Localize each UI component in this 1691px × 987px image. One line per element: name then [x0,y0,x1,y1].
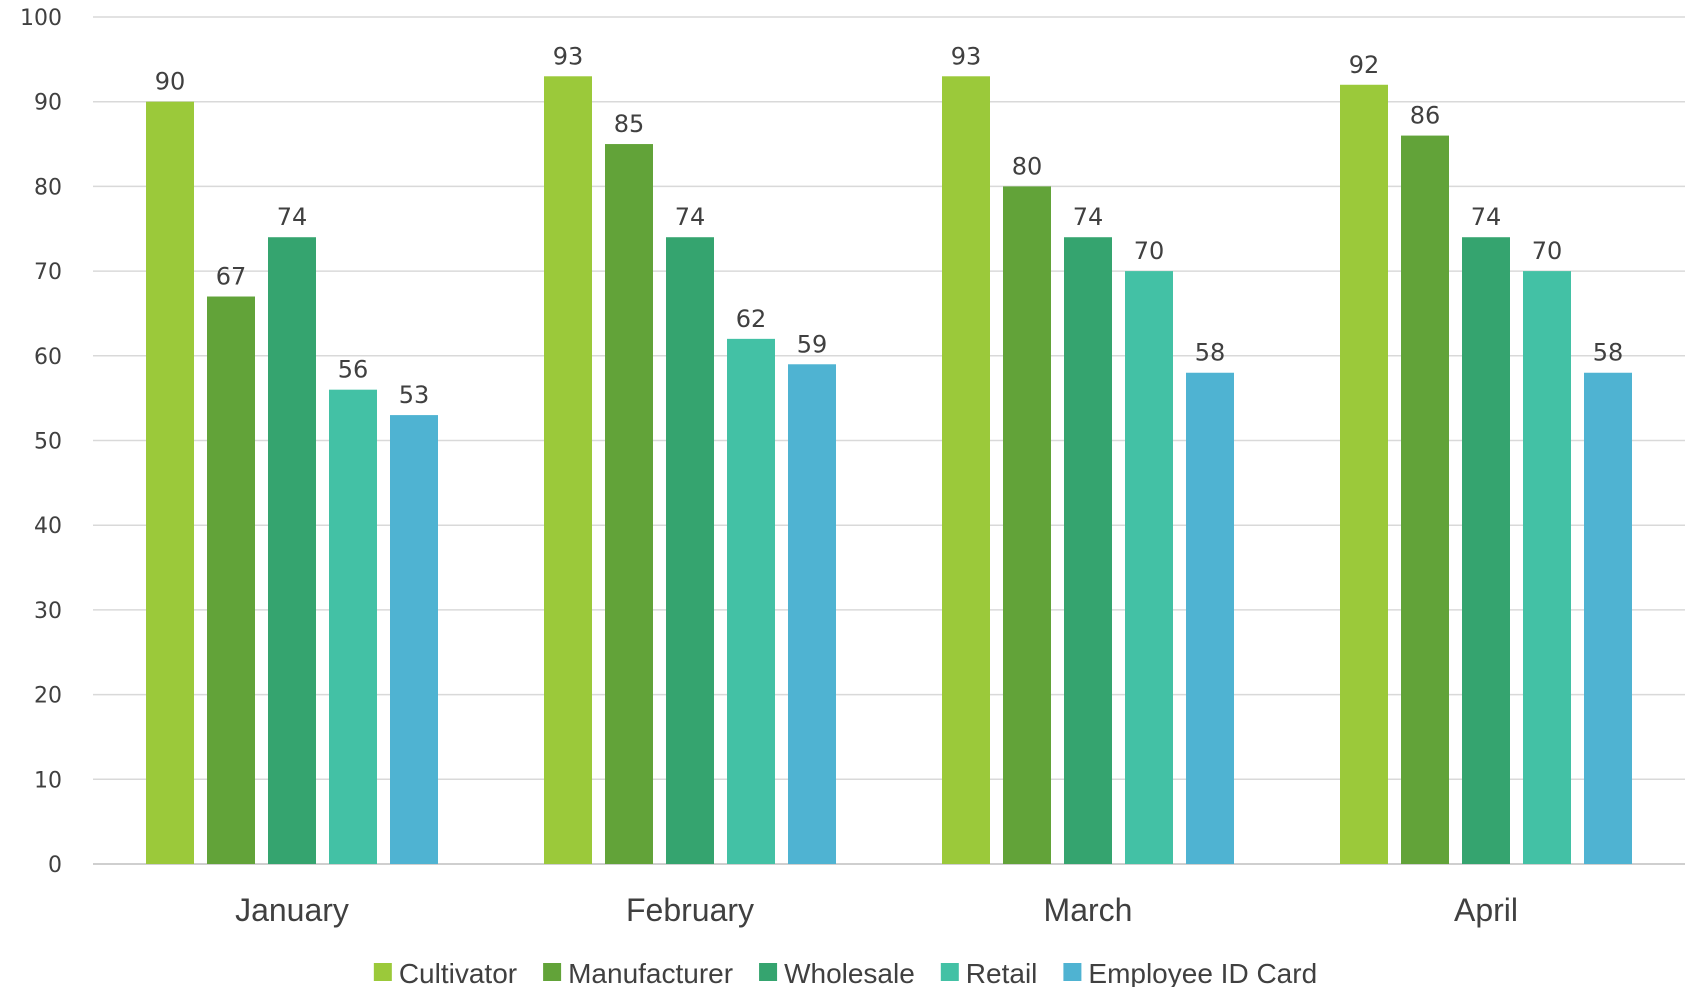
data-label: 90 [155,68,186,96]
data-label: 93 [951,42,982,70]
x-category-label: March [1044,892,1133,928]
y-tick-label: 50 [34,430,62,455]
bar [1340,84,1388,864]
legend-item: Wholesale [759,958,915,987]
x-axis-categories: January February March April [235,892,1518,928]
legend-label: Employee ID Card [1088,958,1317,987]
data-label: 62 [736,305,767,333]
data-label: 74 [277,203,308,231]
legend-label: Retail [966,958,1038,987]
legend-item: Employee ID Card [1063,958,1317,987]
y-tick-label: 10 [34,768,62,793]
y-tick-label: 90 [34,91,62,116]
bar [1462,237,1510,865]
bar [544,76,592,865]
bar [666,237,714,865]
data-label: 53 [399,381,430,409]
legend-swatch [940,963,959,981]
legend-label: Wholesale [784,958,915,987]
data-label: 86 [1410,102,1441,130]
y-axis-ticks: 0 10 20 30 40 50 60 70 80 90 100 [20,6,62,878]
x-category-label: April [1454,892,1518,928]
data-labels: 90 67 74 56 53 93 85 74 62 59 93 80 74 70 58 92 86 74 70 58 [155,42,1624,409]
x-category-label: January [235,892,349,928]
legend-swatch [373,963,392,981]
data-label: 93 [553,42,584,70]
data-label: 80 [1012,152,1043,180]
y-tick-label: 40 [34,514,62,539]
y-tick-label: 60 [34,345,62,370]
legend-item: Manufacturer [543,958,733,987]
data-label: 74 [1471,203,1502,231]
legend: Cultivator Manufacturer Wholesale Retail Emp… [373,958,1317,987]
bar [1401,135,1449,864]
legend-label: Cultivator [399,958,517,987]
data-label: 70 [1134,237,1165,265]
data-label: 58 [1593,339,1624,367]
bars [146,76,1632,865]
y-tick-label: 100 [20,6,62,31]
x-category-label: February [626,892,754,928]
data-label: 85 [614,110,645,138]
bar [1003,186,1051,864]
bar [390,415,438,864]
bar [1584,372,1632,864]
y-tick-label: 0 [48,853,62,878]
bar [1125,271,1173,865]
data-label: 67 [216,263,247,291]
y-tick-label: 70 [34,260,62,285]
bar [1186,372,1234,864]
y-tick-label: 30 [34,599,62,624]
bar [788,364,836,864]
bar [1523,271,1571,865]
legend-swatch [1063,963,1082,981]
bar [727,338,775,864]
bar [146,101,194,864]
bar [942,76,990,865]
y-tick-label: 80 [34,175,62,200]
bar [1064,237,1112,865]
data-label: 74 [675,203,706,231]
data-label: 56 [338,356,369,384]
data-label: 70 [1532,237,1563,265]
legend-item: Retail [940,958,1038,987]
data-label: 92 [1349,51,1380,79]
bar [268,237,316,865]
legend-swatch [759,963,778,981]
data-label: 58 [1195,339,1226,367]
bar [207,296,255,864]
bar [329,389,377,864]
legend-item: Cultivator [373,958,517,987]
y-tick-label: 20 [34,684,62,709]
legend-swatch [543,963,562,981]
bar [605,144,653,865]
legend-label: Manufacturer [568,958,733,987]
data-label: 59 [797,330,828,358]
data-label: 74 [1073,203,1104,231]
